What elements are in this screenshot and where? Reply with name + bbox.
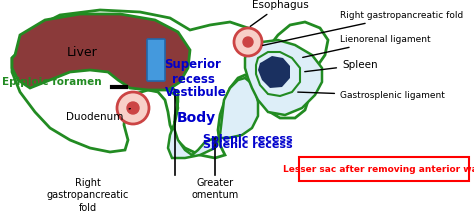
Text: Esophagus: Esophagus bbox=[250, 0, 309, 26]
Polygon shape bbox=[256, 52, 300, 96]
Polygon shape bbox=[245, 40, 322, 115]
Text: Superior
recess: Superior recess bbox=[164, 58, 221, 86]
Text: Lienorenal ligament: Lienorenal ligament bbox=[303, 35, 430, 58]
Polygon shape bbox=[258, 56, 290, 88]
Circle shape bbox=[243, 37, 253, 47]
Text: Greater
omentum: Greater omentum bbox=[191, 178, 238, 201]
Text: Liver: Liver bbox=[67, 46, 97, 59]
Circle shape bbox=[234, 28, 262, 56]
Text: Lesser sac after removing anterior wall: Lesser sac after removing anterior wall bbox=[283, 164, 474, 174]
Text: Splenic recess: Splenic recess bbox=[203, 140, 293, 150]
Circle shape bbox=[127, 102, 139, 114]
Text: Right gastropancreatic fold: Right gastropancreatic fold bbox=[263, 11, 463, 45]
FancyBboxPatch shape bbox=[147, 39, 165, 81]
Text: Vestibule: Vestibule bbox=[165, 85, 227, 99]
Text: Splenic recess: Splenic recess bbox=[203, 134, 293, 144]
Text: Epiploic foramen: Epiploic foramen bbox=[2, 77, 101, 87]
Text: Gastrosplenic ligament: Gastrosplenic ligament bbox=[298, 91, 445, 100]
Text: Spleen: Spleen bbox=[305, 60, 378, 72]
Text: Duodenum: Duodenum bbox=[66, 109, 130, 122]
Polygon shape bbox=[168, 78, 258, 158]
Circle shape bbox=[117, 92, 149, 124]
FancyBboxPatch shape bbox=[299, 157, 469, 181]
Text: Body: Body bbox=[176, 111, 216, 125]
Polygon shape bbox=[12, 14, 190, 90]
Polygon shape bbox=[12, 10, 328, 158]
Text: Right
gastropancreatic
fold: Right gastropancreatic fold bbox=[47, 178, 129, 213]
